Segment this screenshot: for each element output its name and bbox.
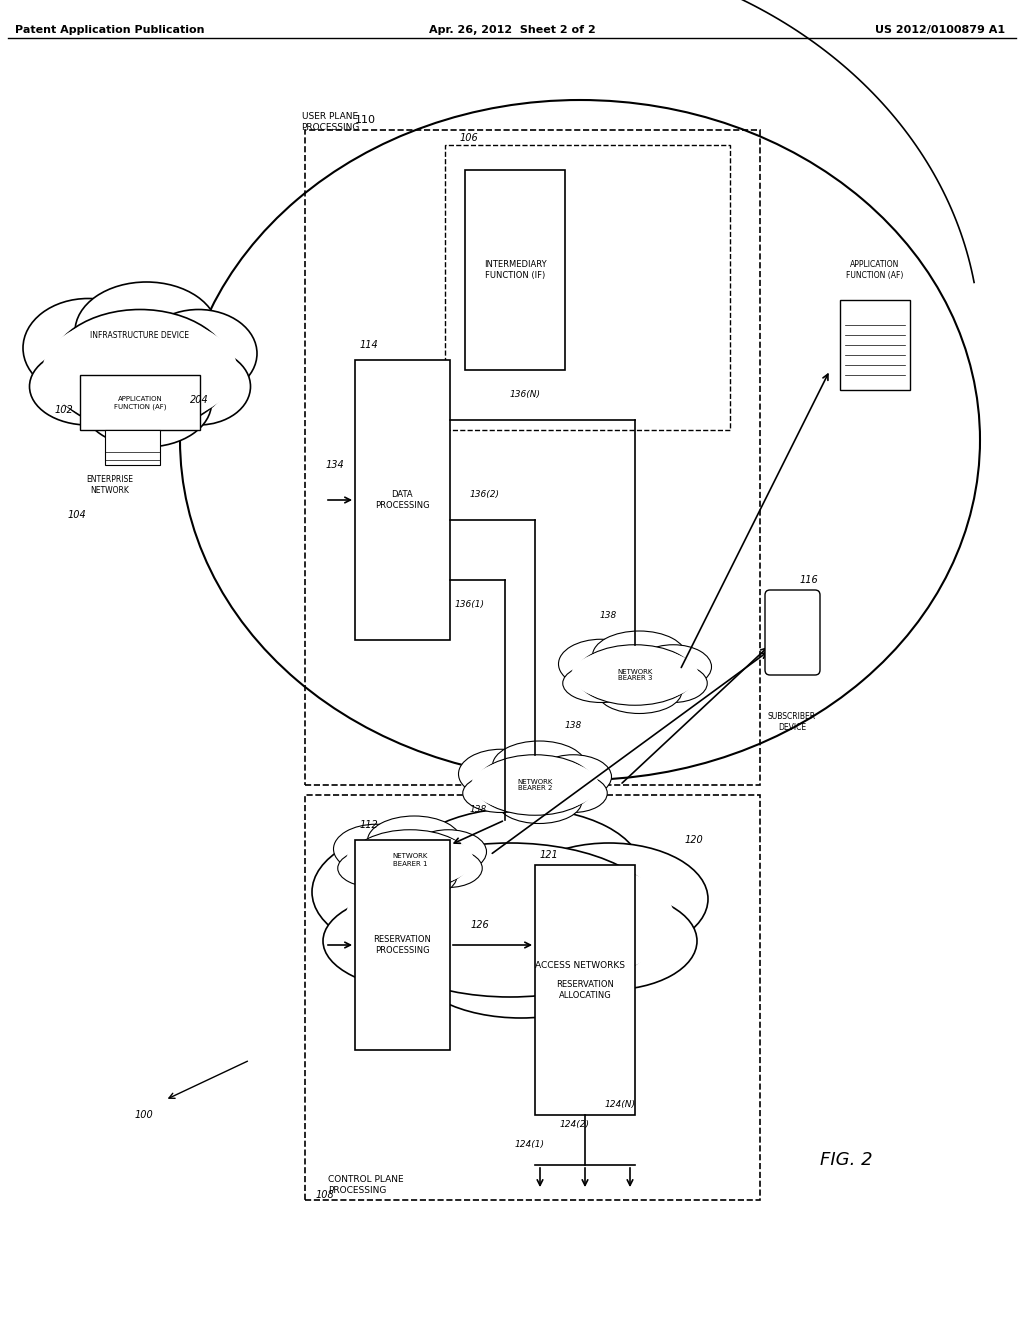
Ellipse shape — [23, 298, 153, 397]
Text: NETWORK
BEARER 2: NETWORK BEARER 2 — [517, 779, 553, 792]
FancyBboxPatch shape — [535, 865, 635, 1115]
Ellipse shape — [372, 854, 457, 899]
Text: FIG. 2: FIG. 2 — [820, 1151, 872, 1170]
Text: RESERVATION
PROCESSING: RESERVATION PROCESSING — [373, 936, 431, 954]
Ellipse shape — [497, 780, 582, 824]
Text: RESERVATION
ALLOCATING: RESERVATION ALLOCATING — [556, 981, 614, 999]
Ellipse shape — [146, 348, 251, 425]
FancyBboxPatch shape — [765, 590, 820, 675]
Text: CONTROL PLANE
PROCESSING: CONTROL PLANE PROCESSING — [328, 1175, 403, 1195]
Text: 138: 138 — [565, 721, 583, 730]
Text: INFRASTRUCTURE DEVICE: INFRASTRUCTURE DEVICE — [90, 330, 189, 339]
Text: 138: 138 — [600, 610, 617, 619]
Ellipse shape — [75, 282, 218, 381]
Ellipse shape — [635, 644, 712, 689]
Ellipse shape — [400, 808, 642, 935]
Ellipse shape — [368, 816, 461, 866]
Ellipse shape — [43, 315, 238, 425]
FancyBboxPatch shape — [355, 360, 450, 640]
Text: 124(1): 124(1) — [515, 1140, 545, 1150]
Ellipse shape — [323, 892, 521, 990]
Text: 114: 114 — [360, 341, 379, 350]
FancyBboxPatch shape — [840, 300, 910, 389]
Text: 126: 126 — [471, 920, 489, 931]
Ellipse shape — [558, 639, 643, 689]
Text: Patent Application Publication: Patent Application Publication — [15, 25, 205, 36]
Text: 108: 108 — [315, 1191, 335, 1200]
FancyBboxPatch shape — [355, 840, 450, 1049]
Text: 124(2): 124(2) — [560, 1121, 590, 1130]
Text: 136(2): 136(2) — [470, 491, 500, 499]
Ellipse shape — [463, 774, 540, 813]
Text: 134: 134 — [326, 459, 344, 470]
Text: 121: 121 — [540, 850, 559, 861]
Ellipse shape — [597, 669, 682, 714]
Ellipse shape — [82, 359, 212, 447]
Text: ENTERPRISE
NETWORK: ENTERPRISE NETWORK — [86, 475, 133, 495]
Ellipse shape — [345, 850, 675, 990]
Text: APPLICATION
FUNCTION (AF): APPLICATION FUNCTION (AF) — [846, 260, 904, 280]
Ellipse shape — [334, 824, 419, 874]
Text: 110: 110 — [355, 115, 376, 125]
Ellipse shape — [410, 830, 486, 874]
Ellipse shape — [350, 830, 469, 890]
FancyBboxPatch shape — [105, 430, 160, 465]
Text: 120: 120 — [685, 836, 703, 845]
Ellipse shape — [593, 631, 686, 681]
Text: USER PLANE
PROCESSING: USER PLANE PROCESSING — [301, 112, 359, 132]
Ellipse shape — [540, 774, 607, 813]
Ellipse shape — [411, 906, 631, 1018]
Text: DATA
PROCESSING: DATA PROCESSING — [375, 490, 429, 510]
Text: 116: 116 — [800, 576, 819, 585]
Ellipse shape — [415, 849, 482, 887]
Ellipse shape — [639, 664, 708, 702]
Ellipse shape — [338, 849, 415, 887]
Text: ACCESS NETWORKS: ACCESS NETWORKS — [535, 961, 625, 969]
Ellipse shape — [493, 741, 586, 791]
Text: NETWORK
BEARER 3: NETWORK BEARER 3 — [617, 668, 652, 681]
Text: 136(N): 136(N) — [510, 391, 541, 400]
Text: Apr. 26, 2012  Sheet 2 of 2: Apr. 26, 2012 Sheet 2 of 2 — [429, 25, 595, 36]
Text: SUBSCRIBER
DEVICE: SUBSCRIBER DEVICE — [768, 713, 816, 731]
Ellipse shape — [356, 843, 664, 997]
Ellipse shape — [346, 833, 474, 887]
Text: 204: 204 — [190, 395, 209, 405]
Ellipse shape — [521, 892, 697, 990]
Ellipse shape — [475, 755, 595, 816]
Ellipse shape — [49, 309, 231, 430]
FancyBboxPatch shape — [80, 375, 200, 430]
Text: INTERMEDIARY
FUNCTION (IF): INTERMEDIARY FUNCTION (IF) — [483, 260, 547, 280]
Ellipse shape — [312, 829, 532, 954]
Text: 124(N): 124(N) — [605, 1101, 636, 1110]
Ellipse shape — [140, 309, 257, 397]
Ellipse shape — [471, 758, 599, 813]
Ellipse shape — [180, 100, 980, 780]
Ellipse shape — [510, 843, 708, 954]
Ellipse shape — [459, 750, 544, 799]
Text: APPLICATION
FUNCTION (AF): APPLICATION FUNCTION (AF) — [114, 396, 166, 409]
Ellipse shape — [575, 644, 694, 705]
Text: 100: 100 — [135, 1110, 154, 1119]
Text: 106: 106 — [460, 133, 479, 143]
Text: 136(1): 136(1) — [455, 601, 485, 610]
Ellipse shape — [571, 648, 698, 702]
Ellipse shape — [535, 755, 611, 799]
FancyBboxPatch shape — [465, 170, 565, 370]
Text: 102: 102 — [55, 405, 74, 414]
Ellipse shape — [563, 664, 639, 702]
Text: NETWORK
BEARER 1: NETWORK BEARER 1 — [392, 854, 428, 866]
Text: US 2012/0100879 A1: US 2012/0100879 A1 — [874, 25, 1005, 36]
Text: 104: 104 — [68, 510, 87, 520]
Text: 112: 112 — [360, 820, 379, 830]
Ellipse shape — [30, 348, 146, 425]
Text: 138: 138 — [470, 805, 487, 814]
